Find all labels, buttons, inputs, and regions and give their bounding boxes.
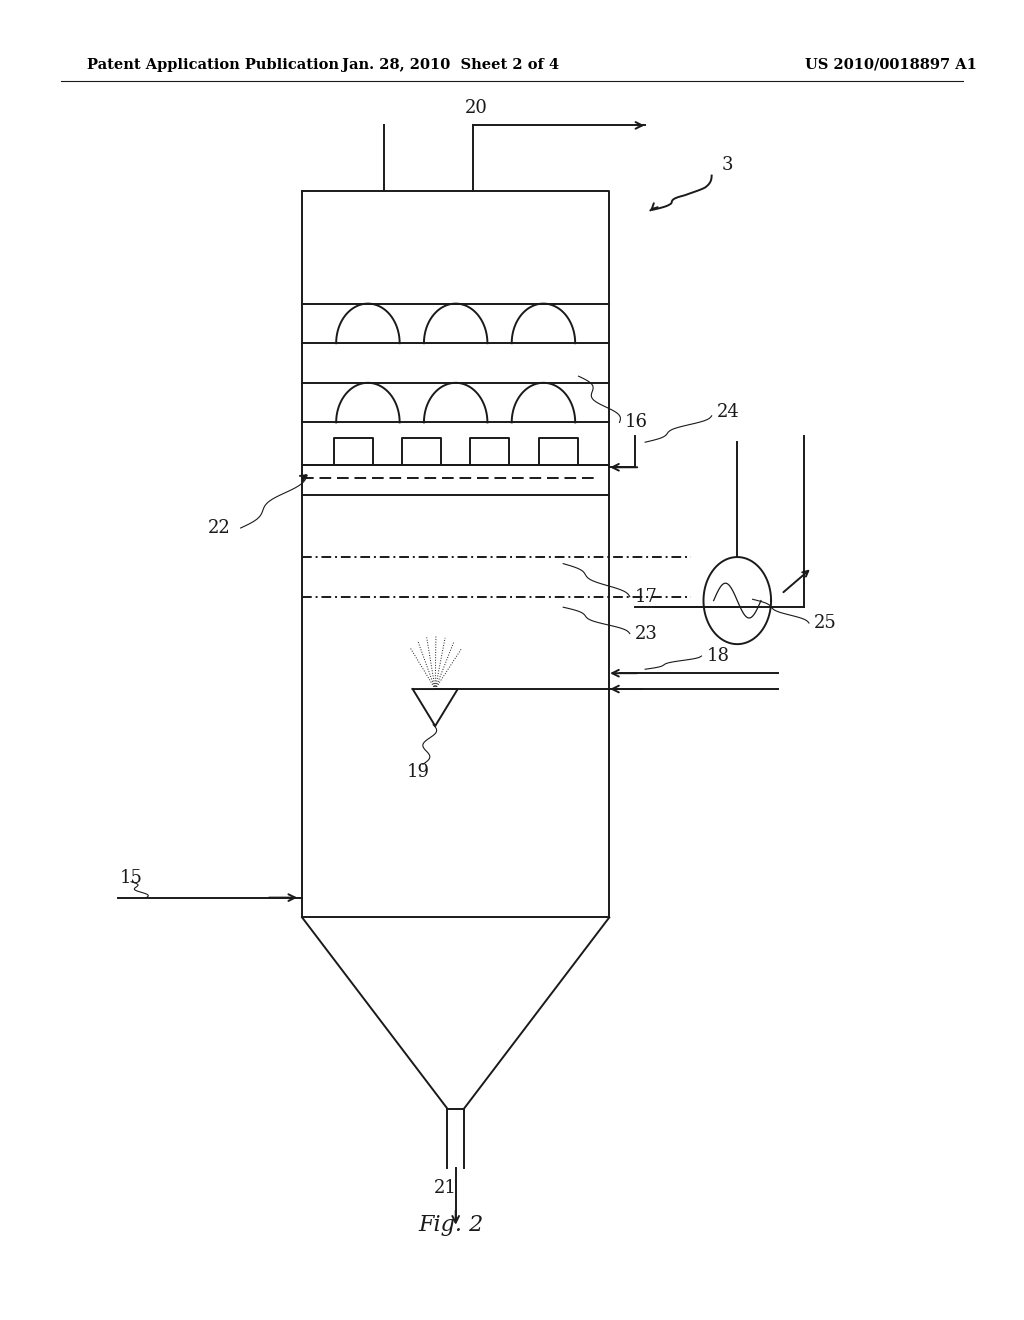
Text: Jan. 28, 2010  Sheet 2 of 4: Jan. 28, 2010 Sheet 2 of 4 <box>342 58 559 71</box>
Text: 16: 16 <box>625 413 647 432</box>
Text: 21: 21 <box>434 1179 457 1197</box>
Text: Fig. 2: Fig. 2 <box>418 1214 483 1236</box>
Text: 25: 25 <box>814 614 837 632</box>
Text: 24: 24 <box>717 403 739 421</box>
Text: 18: 18 <box>707 647 729 665</box>
Text: 3: 3 <box>721 156 733 174</box>
Text: Patent Application Publication: Patent Application Publication <box>87 58 339 71</box>
Text: US 2010/0018897 A1: US 2010/0018897 A1 <box>805 58 977 71</box>
Text: 19: 19 <box>407 763 429 781</box>
Text: 17: 17 <box>635 587 657 606</box>
Text: 22: 22 <box>208 519 230 537</box>
Text: 20: 20 <box>465 99 487 117</box>
Text: 15: 15 <box>120 869 142 887</box>
Text: 23: 23 <box>635 624 657 643</box>
